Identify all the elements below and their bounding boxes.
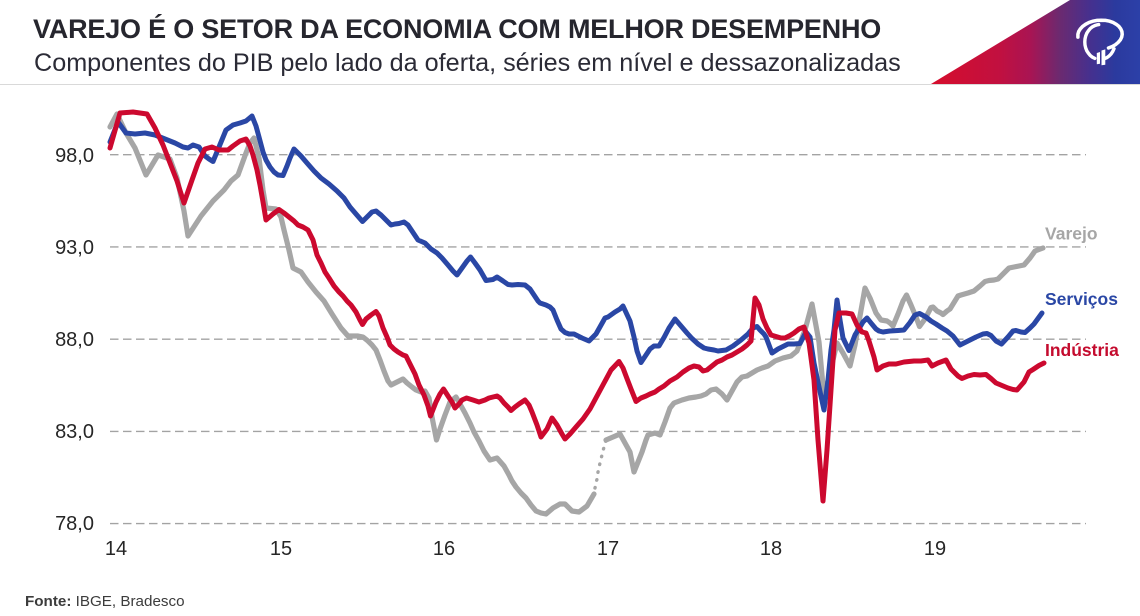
svg-text:98,0: 98,0 xyxy=(55,145,94,167)
svg-text:83,0: 83,0 xyxy=(55,421,94,443)
svg-text:16: 16 xyxy=(433,538,455,560)
svg-text:78,0: 78,0 xyxy=(55,513,94,535)
svg-text:93,0: 93,0 xyxy=(55,237,94,259)
svg-text:Serviços: Serviços xyxy=(1045,289,1118,309)
svg-text:19: 19 xyxy=(924,538,946,560)
svg-text:Indústria: Indústria xyxy=(1045,340,1119,360)
svg-text:15: 15 xyxy=(270,538,292,560)
svg-text:Varejo: Varejo xyxy=(1045,224,1098,244)
svg-text:18: 18 xyxy=(760,538,782,560)
svg-text:17: 17 xyxy=(597,538,619,560)
svg-text:14: 14 xyxy=(105,538,127,560)
svg-text:88,0: 88,0 xyxy=(55,329,94,351)
